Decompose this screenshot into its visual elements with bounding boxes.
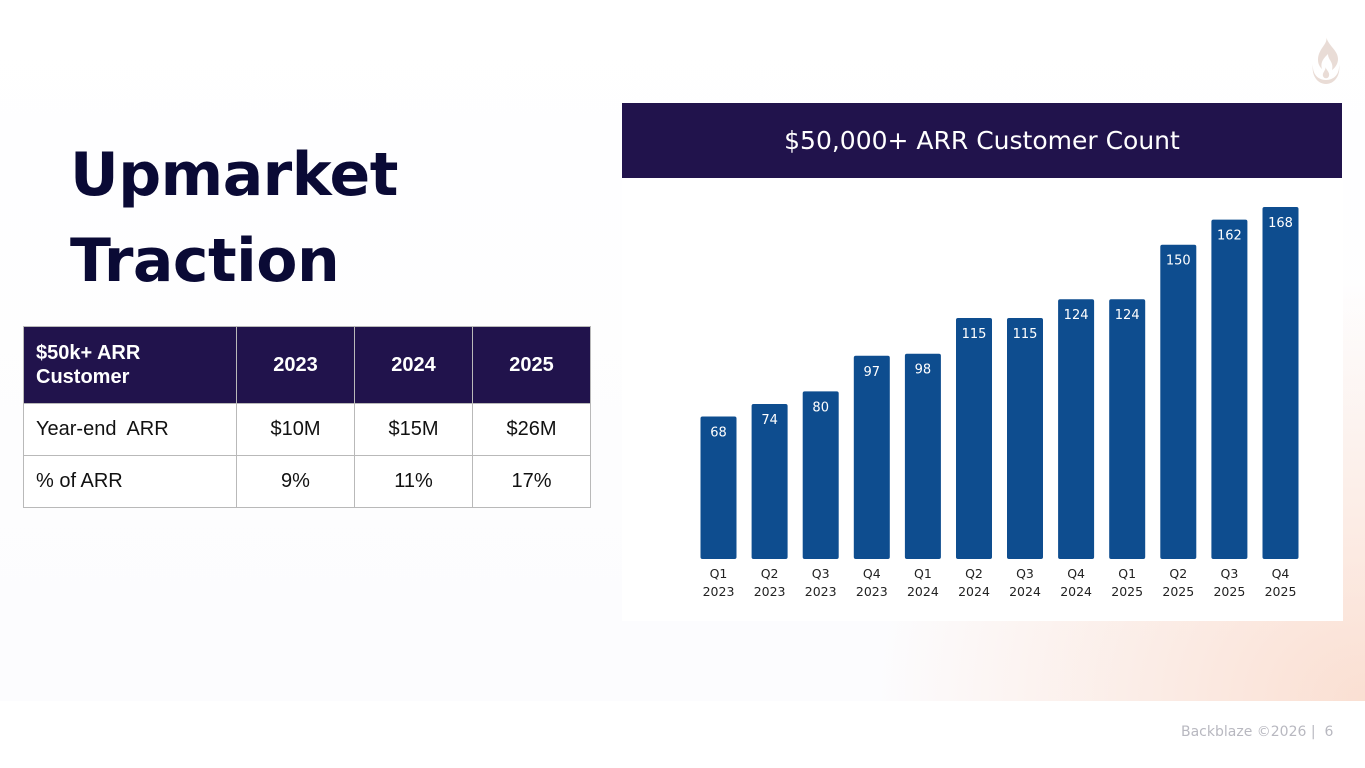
x-tick-label: 2025 — [1265, 584, 1297, 599]
x-tick-label: Q1 — [1118, 566, 1136, 581]
x-tick-label: 2023 — [856, 584, 888, 599]
footer-band — [0, 701, 1365, 768]
table-header-cell: 2023 — [236, 326, 355, 404]
table-cell: Year-end ARR — [23, 403, 237, 456]
data-label: 150 — [1166, 254, 1191, 269]
data-label: 124 — [1064, 308, 1089, 323]
table-cell: 9% — [236, 455, 355, 508]
chart-bar — [802, 391, 839, 559]
chart-bar — [1109, 299, 1146, 559]
bar-chart: 68 Q1 2023 74 Q2 2023 80 Q3 2023 97 Q4 2023 98 Q1 2024… — [700, 207, 1299, 599]
chart-bar — [700, 416, 737, 559]
chart-bar — [1262, 207, 1299, 559]
table-row: % of ARR 9% 11% 17% — [23, 455, 591, 508]
chart-card: 68 Q1 2023 74 Q2 2023 80 Q3 2023 97 Q4 2023 98 Q1 2024… — [622, 103, 1343, 621]
chart-bar — [853, 355, 890, 559]
x-tick-label: Q1 — [914, 566, 932, 581]
chart-bar — [956, 318, 992, 559]
x-tick-label: Q3 — [1016, 566, 1034, 581]
table-header-cell: 2024 — [354, 326, 473, 404]
table-cell: $26M — [472, 403, 591, 456]
footer-text: Backblaze ©2026 | 6 — [1181, 724, 1334, 740]
x-tick-label: Q4 — [863, 566, 881, 581]
data-label: 97 — [864, 365, 881, 380]
chart-bar — [1058, 299, 1095, 559]
title-line-1: Upmarket — [70, 140, 398, 210]
data-label: 115 — [1013, 327, 1038, 342]
x-tick-label: Q3 — [812, 566, 830, 581]
table-row: Year-end ARR $10M $15M $26M — [23, 403, 591, 456]
data-label: 98 — [915, 363, 932, 378]
chart-bar — [904, 353, 941, 559]
x-tick-label: 2023 — [703, 584, 735, 599]
table-cell: 17% — [472, 455, 591, 508]
x-tick-label: Q3 — [1221, 566, 1239, 581]
data-label: 124 — [1115, 308, 1140, 323]
x-tick-label: Q4 — [1067, 566, 1085, 581]
table-header-row: $50k+ ARR Customer 2023 2024 2025 — [23, 326, 591, 404]
page-title: Upmarket Traction — [70, 132, 398, 304]
data-label: 80 — [812, 400, 829, 415]
chart-bar — [1160, 244, 1197, 559]
x-tick-label: 2025 — [1111, 584, 1143, 599]
data-label: 68 — [710, 426, 727, 441]
data-label: 162 — [1217, 229, 1242, 244]
table-cell: 11% — [354, 455, 473, 508]
table-header-cell: 2025 — [472, 326, 591, 404]
arr-table: $50k+ ARR Customer 2023 2024 2025 Year-e… — [23, 326, 591, 508]
table-header-cell: $50k+ ARR Customer — [23, 326, 237, 404]
title-line-2: Traction — [70, 226, 340, 296]
x-tick-label: 2024 — [1060, 584, 1092, 599]
data-label: 74 — [761, 413, 778, 428]
x-tick-label: 2024 — [958, 584, 990, 599]
slide-background: Upmarket Traction $50k+ ARR Customer 202… — [0, 0, 1365, 701]
x-tick-label: Q2 — [965, 566, 983, 581]
chart-bar — [1211, 219, 1248, 559]
x-tick-label: Q4 — [1272, 566, 1290, 581]
chart-bar — [751, 404, 788, 559]
x-tick-label: 2025 — [1213, 584, 1245, 599]
data-label: 115 — [962, 327, 987, 342]
x-tick-label: 2023 — [805, 584, 837, 599]
x-tick-label: 2025 — [1162, 584, 1194, 599]
chart-bar — [1007, 318, 1043, 559]
x-tick-label: 2023 — [754, 584, 786, 599]
table-cell: $10M — [236, 403, 355, 456]
x-tick-label: Q1 — [710, 566, 728, 581]
flame-icon — [1312, 36, 1340, 84]
x-tick-label: 2024 — [907, 584, 939, 599]
chart-title: $50,000+ ARR Customer Count — [622, 103, 1342, 178]
x-tick-label: Q2 — [761, 566, 779, 581]
table-cell: % of ARR — [23, 455, 237, 508]
x-tick-label: 2024 — [1009, 584, 1041, 599]
data-label: 168 — [1268, 216, 1293, 231]
table-cell: $15M — [354, 403, 473, 456]
x-tick-label: Q2 — [1169, 566, 1187, 581]
